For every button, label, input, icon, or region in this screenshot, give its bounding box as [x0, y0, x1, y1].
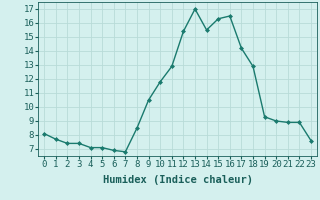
- X-axis label: Humidex (Indice chaleur): Humidex (Indice chaleur): [103, 175, 252, 185]
